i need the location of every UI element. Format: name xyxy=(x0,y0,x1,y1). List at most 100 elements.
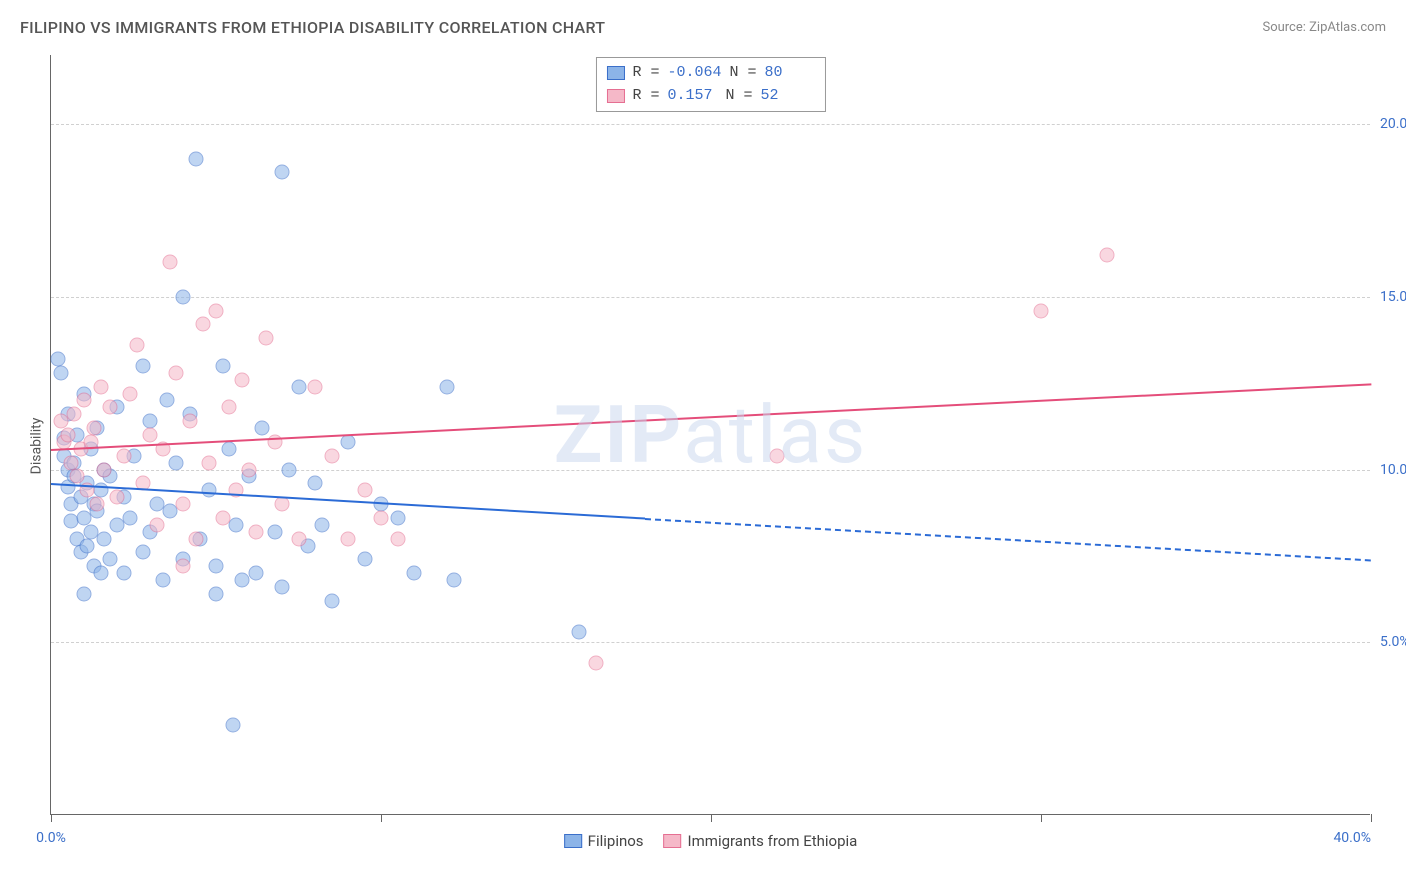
data-point xyxy=(215,358,230,373)
data-point xyxy=(136,358,151,373)
data-point xyxy=(77,393,92,408)
x-tick xyxy=(1041,814,1042,822)
stats-row-1: R = -0.064 N = 80 xyxy=(606,62,814,85)
data-point xyxy=(324,593,339,608)
data-point xyxy=(1034,303,1049,318)
data-point xyxy=(123,510,138,525)
data-point xyxy=(143,414,158,429)
data-point xyxy=(169,365,184,380)
data-point xyxy=(357,552,372,567)
data-point xyxy=(176,559,191,574)
data-point xyxy=(314,517,329,532)
data-point xyxy=(222,400,237,415)
watermark-light: atlas xyxy=(683,388,867,482)
data-point xyxy=(176,497,191,512)
data-point xyxy=(136,545,151,560)
data-point xyxy=(110,490,125,505)
gridline xyxy=(51,642,1370,643)
legend-item-2: Immigrants from Ethiopia xyxy=(664,832,858,850)
data-point xyxy=(446,573,461,588)
data-point xyxy=(235,372,250,387)
data-point xyxy=(159,393,174,408)
series-legend: Filipinos Immigrants from Ethiopia xyxy=(564,832,858,850)
data-point xyxy=(222,441,237,456)
x-tick xyxy=(381,814,382,822)
data-point xyxy=(176,289,191,304)
chart-title: FILIPINO VS IMMIGRANTS FROM ETHIOPIA DIS… xyxy=(20,18,605,37)
data-point xyxy=(308,476,323,491)
data-point xyxy=(60,428,75,443)
data-point xyxy=(50,352,65,367)
data-point xyxy=(182,414,197,429)
data-point xyxy=(275,165,290,180)
data-point xyxy=(189,531,204,546)
x-tick xyxy=(51,814,52,822)
n-value-1: 80 xyxy=(765,62,815,85)
data-point xyxy=(63,455,78,470)
data-point xyxy=(103,400,118,415)
trend-line xyxy=(645,518,1371,561)
x-tick xyxy=(711,814,712,822)
data-point xyxy=(357,483,372,498)
data-point xyxy=(215,510,230,525)
data-point xyxy=(308,379,323,394)
legend-item-1: Filipinos xyxy=(564,832,644,850)
data-point xyxy=(390,531,405,546)
swatch-series-1 xyxy=(606,66,624,80)
n-label-2: N = xyxy=(725,85,752,108)
y-axis-label: Disability xyxy=(28,418,44,475)
header: FILIPINO VS IMMIGRANTS FROM ETHIOPIA DIS… xyxy=(20,18,1386,37)
data-point xyxy=(90,497,105,512)
x-tick-label: 40.0% xyxy=(1333,830,1371,846)
data-point xyxy=(116,566,131,581)
data-point xyxy=(202,483,217,498)
data-point xyxy=(268,524,283,539)
n-value-2: 52 xyxy=(761,85,811,108)
data-point xyxy=(70,469,85,484)
data-point xyxy=(291,379,306,394)
r-label-2: R = xyxy=(632,85,659,108)
r-label-1: R = xyxy=(632,62,659,85)
gridline xyxy=(51,297,1370,298)
r-value-1: -0.064 xyxy=(667,62,721,85)
r-value-2: 0.157 xyxy=(667,85,717,108)
data-point xyxy=(93,566,108,581)
data-point xyxy=(572,624,587,639)
data-point xyxy=(209,586,224,601)
y-tick-label: 10.0% xyxy=(1380,462,1406,478)
data-point xyxy=(169,455,184,470)
data-point xyxy=(123,386,138,401)
gridline xyxy=(51,124,1370,125)
data-point xyxy=(86,421,101,436)
watermark: ZIPatlas xyxy=(554,388,867,482)
data-point xyxy=(129,338,144,353)
data-point xyxy=(96,462,111,477)
data-point xyxy=(291,531,306,546)
stats-row-2: R = 0.157 N = 52 xyxy=(606,85,814,108)
data-point xyxy=(67,407,82,422)
legend-label-1: Filipinos xyxy=(588,832,644,850)
legend-label-2: Immigrants from Ethiopia xyxy=(688,832,858,850)
data-point xyxy=(156,573,171,588)
data-point xyxy=(390,510,405,525)
n-label-1: N = xyxy=(730,62,757,85)
legend-swatch-2 xyxy=(664,834,682,848)
y-tick-label: 5.0% xyxy=(1380,634,1406,650)
plot-area: ZIPatlas R = -0.064 N = 80 R = 0.157 N =… xyxy=(50,55,1370,815)
data-point xyxy=(275,580,290,595)
stats-legend: R = -0.064 N = 80 R = 0.157 N = 52 xyxy=(595,57,825,112)
data-point xyxy=(149,517,164,532)
swatch-series-2 xyxy=(606,89,624,103)
watermark-bold: ZIP xyxy=(554,388,684,482)
data-point xyxy=(281,462,296,477)
chart-container: FILIPINO VS IMMIGRANTS FROM ETHIOPIA DIS… xyxy=(0,0,1406,892)
data-point xyxy=(77,586,92,601)
data-point xyxy=(195,317,210,332)
data-point xyxy=(116,448,131,463)
legend-swatch-1 xyxy=(564,834,582,848)
data-point xyxy=(341,434,356,449)
data-point xyxy=(93,379,108,394)
trend-line xyxy=(51,383,1371,451)
data-point xyxy=(770,448,785,463)
data-point xyxy=(407,566,422,581)
